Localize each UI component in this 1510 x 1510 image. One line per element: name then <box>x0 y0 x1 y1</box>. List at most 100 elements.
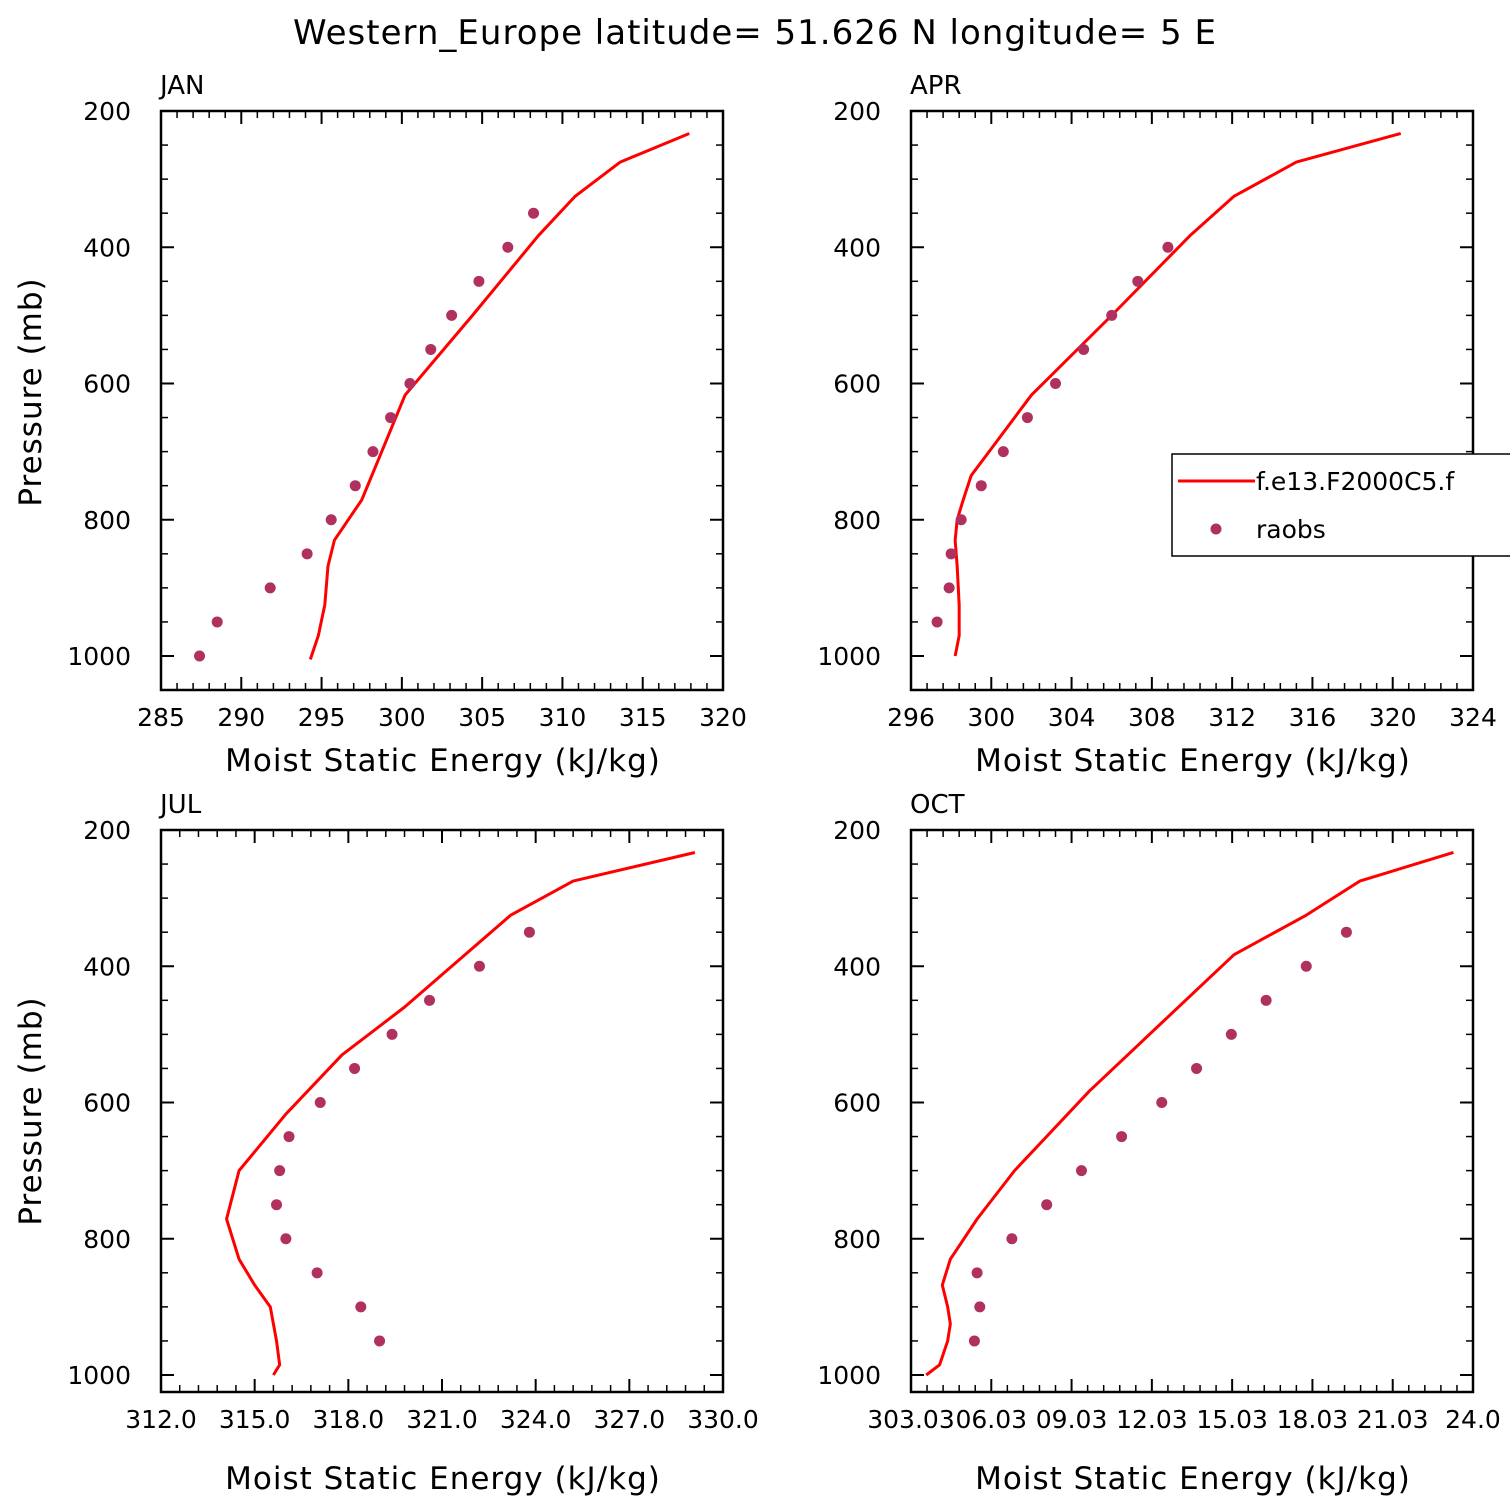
x-tick-label: 318.0 <box>313 1405 385 1434</box>
raobs-point <box>349 480 361 492</box>
y-tick-label: 200 <box>833 97 881 126</box>
raobs-point <box>301 548 313 560</box>
raobs-point <box>1162 241 1174 253</box>
y-tick-label: 600 <box>83 370 131 399</box>
x-tick-label: 324.0 <box>500 1405 572 1434</box>
panel-oct: OCT 303.03 06.03 09.03 12.03 15.03 18.03 21.03… <box>817 790 1500 1497</box>
panel-title-apr: APR <box>910 71 962 101</box>
raobs-point <box>325 514 337 526</box>
y-tick-label: 800 <box>833 506 881 535</box>
axes-frame <box>909 828 1475 1394</box>
raobs-point <box>1300 960 1312 972</box>
legend-obs-marker <box>1210 523 1222 535</box>
model-line-series <box>925 851 1454 1377</box>
x-tick-label: 310 <box>539 703 587 732</box>
raobs-point <box>968 1335 980 1347</box>
raobs-point <box>271 1199 283 1211</box>
x-tick-label: 06.03 <box>955 1405 1027 1434</box>
panel-apr: APR 296 300 304 308 312 316 320 324 200 400 600 800… <box>817 71 1496 779</box>
y-tick-label: 200 <box>83 816 131 845</box>
x-tick-label: 15.03 <box>1196 1405 1268 1434</box>
raobs-point <box>1340 926 1352 938</box>
raobs-point <box>974 1301 986 1313</box>
model-line-series <box>953 132 1402 657</box>
axes-frame <box>909 109 1475 692</box>
legend-obs-label: raobs <box>1256 515 1326 544</box>
raobs-point <box>211 616 223 628</box>
raobs-point <box>404 378 416 389</box>
y-tick-label: 400 <box>833 952 881 981</box>
raobs-point <box>473 275 485 287</box>
x-tick-label: 320 <box>1369 703 1417 732</box>
x-tick-label: 300 <box>967 703 1015 732</box>
raobs-point <box>280 1233 292 1245</box>
x-tick-label: 327.0 <box>594 1405 666 1434</box>
x-tick-label: 24.0 <box>1445 1405 1501 1434</box>
panel-title-jul: JUL <box>158 790 202 820</box>
raobs-point <box>274 1165 286 1177</box>
y-tick-label: 200 <box>833 816 881 845</box>
raobs-point <box>1075 1165 1087 1177</box>
x-tick-label: 316 <box>1289 703 1337 732</box>
y-tick-label: 1000 <box>817 642 881 671</box>
x-tick-label: 315 <box>619 703 667 732</box>
plot-area-jul: 312.0 315.0 318.0 321.0 324.0 327.0 330.0 200 40… <box>67 816 758 1434</box>
raobs-point <box>355 1301 367 1313</box>
legend-box <box>1171 453 1510 557</box>
x-axis-label-oct: Moist Static Energy (kJ/kg) <box>975 1461 1411 1497</box>
raobs-point <box>1132 275 1144 287</box>
x-tick-label: 321.0 <box>406 1405 478 1434</box>
raobs-point <box>367 446 379 458</box>
x-tick-label: 305 <box>458 703 506 732</box>
y-tick-label: 1000 <box>67 642 131 671</box>
raobs-point <box>424 994 436 1006</box>
x-tick-label: 324 <box>1449 703 1497 732</box>
legend-model-label: f.e13.F2000C5.f <box>1256 467 1455 496</box>
x-tick-label: 296 <box>887 703 935 732</box>
y-tick-label: 800 <box>83 1225 131 1254</box>
x-tick-label: 312 <box>1208 703 1256 732</box>
raobs-point <box>283 1131 295 1143</box>
raobs-point <box>1041 1199 1053 1211</box>
panel-jul: JUL 312.0 315.0 318.0 321.0 324.0 327.0 330.0 2… <box>13 790 759 1497</box>
x-tick-label: 300 <box>378 703 426 732</box>
plot-area-apr: 296 300 304 308 312 316 320 324 200 400 600 800 1000 <box>817 97 1496 732</box>
raobs-point <box>374 1335 386 1347</box>
y-axis-label-jul: Pressure (mb) <box>13 996 49 1225</box>
panel-jan: JAN 285 290 295 300 305 310 315 320 200 400 600 800… <box>13 71 747 779</box>
y-tick-label: 1000 <box>817 1361 881 1390</box>
raobs-point <box>1225 1028 1237 1040</box>
raobs-point <box>314 1097 326 1108</box>
model-line-series <box>225 851 696 1376</box>
raobs-point <box>943 582 955 594</box>
raobs-point <box>1191 1062 1203 1074</box>
y-tick-label: 800 <box>83 506 131 535</box>
y-tick-label: 400 <box>833 233 881 262</box>
panel-title-jan: JAN <box>158 71 204 101</box>
x-tick-label: 330.0 <box>687 1405 759 1434</box>
x-tick-label: 21.03 <box>1357 1405 1429 1434</box>
raobs-point <box>528 207 540 219</box>
panel-title-oct: OCT <box>910 790 965 820</box>
raobs-point <box>1006 1233 1018 1245</box>
raobs-point <box>1116 1131 1128 1143</box>
raobs-point <box>311 1267 323 1279</box>
y-tick-label: 600 <box>83 1089 131 1118</box>
axes-frame <box>159 109 725 692</box>
raobs-point <box>1078 343 1090 355</box>
y-tick-label: 1000 <box>67 1361 131 1390</box>
x-tick-label: 315.0 <box>219 1405 291 1434</box>
x-tick-label: 312.0 <box>125 1405 197 1434</box>
raobs-point <box>1106 309 1118 321</box>
x-tick-label: 18.03 <box>1277 1405 1349 1434</box>
legend: f.e13.F2000C5.f raobs <box>1171 453 1510 557</box>
raobs-point <box>446 309 458 321</box>
raobs-point <box>425 343 437 355</box>
model-line-series <box>308 132 690 660</box>
x-tick-label: 304 <box>1048 703 1096 732</box>
raobs-point <box>1021 412 1033 424</box>
y-tick-label: 400 <box>83 233 131 262</box>
raobs-point <box>523 926 535 938</box>
raobs-point <box>945 548 957 560</box>
